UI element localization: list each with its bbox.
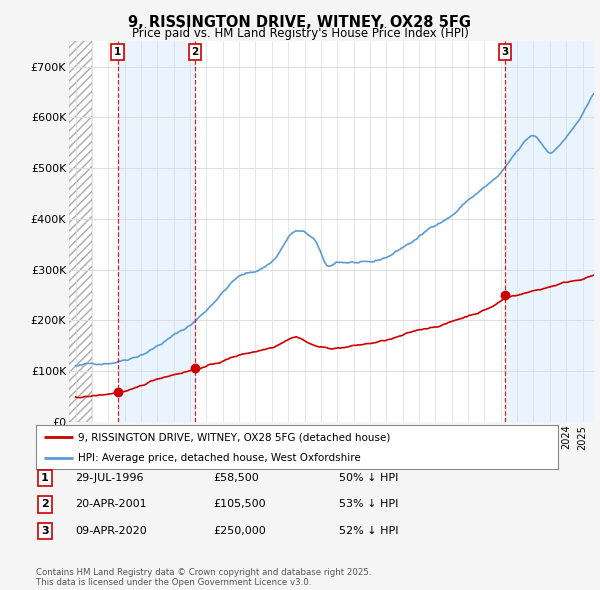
Text: 1: 1 (41, 473, 49, 483)
Text: 1: 1 (114, 47, 121, 57)
Text: 2: 2 (191, 47, 199, 57)
Text: 52% ↓ HPI: 52% ↓ HPI (339, 526, 398, 536)
Text: 2: 2 (41, 500, 49, 509)
Text: £105,500: £105,500 (213, 500, 266, 509)
Bar (505, 41, 594, 422)
Text: 20-APR-2001: 20-APR-2001 (75, 500, 146, 509)
Text: 50% ↓ HPI: 50% ↓ HPI (339, 473, 398, 483)
Text: 53% ↓ HPI: 53% ↓ HPI (339, 500, 398, 509)
Text: £58,500: £58,500 (213, 473, 259, 483)
Text: 9, RISSINGTON DRIVE, WITNEY, OX28 5FG (detached house): 9, RISSINGTON DRIVE, WITNEY, OX28 5FG (d… (78, 432, 390, 442)
Text: 3: 3 (41, 526, 49, 536)
Text: £250,000: £250,000 (213, 526, 266, 536)
Text: 29-JUL-1996: 29-JUL-1996 (75, 473, 143, 483)
Text: 3: 3 (502, 47, 509, 57)
Text: Price paid vs. HM Land Registry's House Price Index (HPI): Price paid vs. HM Land Registry's House … (131, 27, 469, 40)
Text: HPI: Average price, detached house, West Oxfordshire: HPI: Average price, detached house, West… (78, 453, 361, 463)
Text: 09-APR-2020: 09-APR-2020 (75, 526, 147, 536)
Text: 9, RISSINGTON DRIVE, WITNEY, OX28 5FG: 9, RISSINGTON DRIVE, WITNEY, OX28 5FG (128, 15, 472, 30)
Bar (69, 41, 92, 422)
Text: Contains HM Land Registry data © Crown copyright and database right 2025.
This d: Contains HM Land Registry data © Crown c… (36, 568, 371, 587)
Bar (118, 41, 195, 422)
